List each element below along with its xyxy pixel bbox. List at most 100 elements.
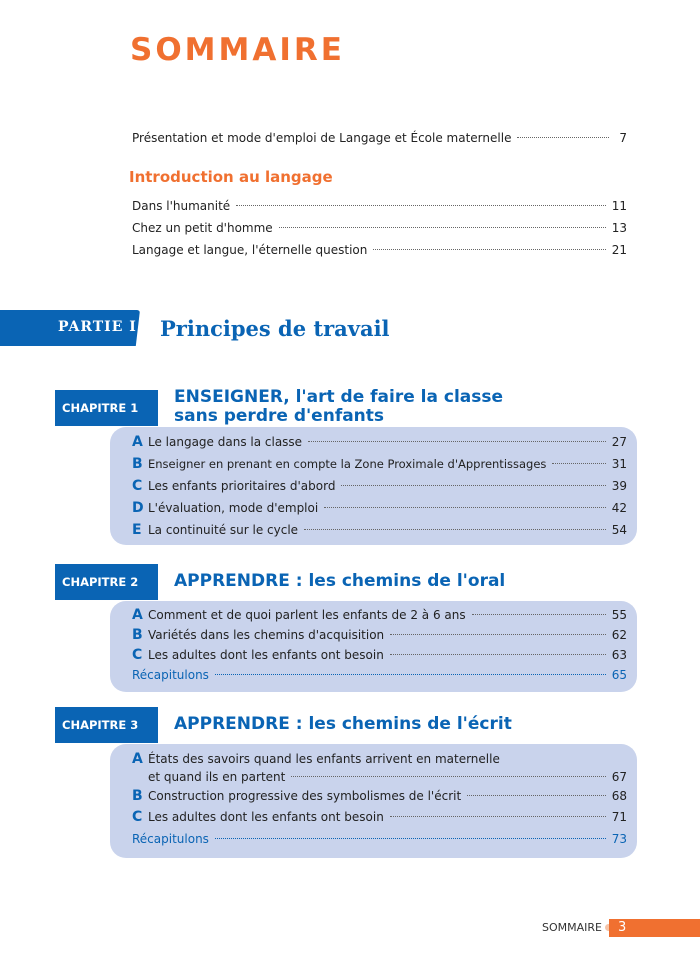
leader-dots (390, 634, 606, 635)
toc-entry[interactable]: B Construction progressive des symbolisme… (132, 786, 627, 807)
toc-recap[interactable]: Récapitulons 73 (132, 828, 627, 850)
entry-letter: B (132, 788, 143, 804)
toc-front: Présentation et mode d'emploi de Langage… (132, 127, 627, 149)
entry-letter: A (132, 607, 143, 623)
toc-entry[interactable]: C Les adultes dont les enfants ont besoin… (132, 645, 627, 665)
entry-text: L'évaluation, mode d'emploi (148, 501, 319, 515)
entry-page: 73 (611, 832, 627, 846)
entry-page: 54 (611, 523, 627, 537)
entry-page: 65 (611, 668, 627, 682)
entry-page: 11 (611, 199, 627, 213)
entry-page: 71 (611, 810, 627, 824)
page-number: 3 (618, 920, 627, 935)
chapter-label: CHAPITRE 1 (55, 390, 158, 426)
entry-text: Construction progressive des symbolismes… (148, 789, 462, 803)
chapter-title-line: ENSEIGNER, l'art de faire la classe (174, 387, 504, 407)
entry-text: Les adultes dont les enfants ont besoin (148, 648, 384, 662)
toc-entry[interactable]: A Comment et de quoi parlent les enfants … (132, 605, 627, 625)
toc-intro: Dans l'humanité 11 Chez un petit d'homme 1… (132, 195, 627, 261)
leader-dots (471, 614, 606, 615)
leader-dots (308, 441, 606, 442)
leader-dots (341, 485, 606, 486)
toc-entry[interactable]: Chez un petit d'homme 13 (132, 217, 627, 239)
toc-entry[interactable]: A Le langage dans la classe 27 (132, 431, 627, 453)
entry-text: Le langage dans la classe (148, 435, 303, 449)
entry-text: Chez un petit d'homme (132, 221, 273, 235)
page-title: SOMMAIRE (130, 32, 345, 68)
entry-letter: A (132, 751, 143, 767)
leader-dots (291, 776, 606, 777)
footer-label: SOMMAIRE (542, 921, 602, 934)
chapter-title: APPRENDRE : les chemins de l'oral (174, 571, 506, 591)
leader-dots (552, 463, 606, 464)
entry-text: La continuité sur le cycle (148, 523, 299, 537)
chapter-title: ENSEIGNER, l'art de faire la classe sans … (174, 388, 503, 426)
footer-band (609, 919, 700, 937)
leader-dots (304, 529, 606, 530)
entry-page: 67 (611, 770, 627, 784)
entry-page: 42 (611, 501, 627, 515)
toc-entry[interactable]: D L'évaluation, mode d'emploi 42 (132, 497, 627, 519)
entry-letter: C (132, 647, 143, 663)
entry-letter: B (132, 456, 143, 472)
leader-dots (389, 654, 606, 655)
chapter-label: CHAPITRE 2 (55, 564, 158, 600)
entry-letter: E (132, 522, 142, 538)
footer-dot (605, 924, 612, 931)
entry-page: 21 (611, 243, 627, 257)
chapter-label: CHAPITRE 3 (55, 707, 158, 743)
toc-entry[interactable]: B Variétés dans les chemins d'acquisition… (132, 625, 627, 645)
entry-text: Récapitulons (132, 668, 209, 682)
toc-entry[interactable]: C Les adultes dont les enfants ont besoin… (132, 807, 627, 828)
leader-dots (214, 838, 606, 839)
toc-recap[interactable]: Récapitulons 65 (132, 665, 627, 685)
entry-page: 39 (611, 479, 627, 493)
toc-entry-line1[interactable]: A États des savoirs quand les enfants arr… (132, 750, 627, 768)
toc-entry[interactable]: B Enseigner en prenant en compte la Zone … (132, 453, 627, 475)
entry-text: Les adultes dont les enfants ont besoin (148, 810, 384, 824)
toc-entry[interactable]: Dans l'humanité 11 (132, 195, 627, 217)
entry-page: 55 (611, 608, 627, 622)
entry-text: Comment et de quoi parlent les enfants d… (148, 608, 466, 622)
entry-text: États des savoirs quand les enfants arri… (148, 752, 500, 766)
section-heading: Introduction au langage (129, 168, 333, 186)
toc-entry[interactable]: E La continuité sur le cycle 54 (132, 519, 627, 541)
entry-letter: D (132, 500, 144, 516)
entry-letter: C (132, 478, 143, 494)
toc-entry[interactable]: C Les enfants prioritaires d'abord 39 (132, 475, 627, 497)
toc-entry[interactable]: et quand ils en partent 67 (132, 768, 627, 786)
entry-page: 63 (611, 648, 627, 662)
leader-dots (236, 205, 606, 206)
entry-letter: C (132, 809, 143, 825)
entry-text: Les enfants prioritaires d'abord (148, 479, 336, 493)
leader-dots (278, 227, 606, 228)
leader-dots (389, 816, 606, 817)
entry-page: 7 (619, 131, 627, 145)
entry-text: Enseigner en prenant en compte la Zone P… (148, 457, 547, 471)
part-label: PARTIE I (58, 319, 137, 335)
entry-text: et quand ils en partent (148, 770, 286, 784)
part-banner (0, 310, 140, 346)
entry-page: 31 (611, 457, 627, 471)
leader-dots (324, 507, 606, 508)
leader-dots (214, 674, 606, 675)
toc-entry[interactable]: Présentation et mode d'emploi de Langage… (132, 127, 627, 149)
entry-page: 62 (611, 628, 627, 642)
entry-page: 13 (611, 221, 627, 235)
entry-letter: A (132, 434, 143, 450)
chapter-box: A Comment et de quoi parlent les enfants … (110, 601, 637, 692)
entry-text: Langage et langue, l'éternelle question (132, 243, 368, 257)
leader-dots (517, 137, 609, 138)
entry-text: Variétés dans les chemins d'acquisition (148, 628, 385, 642)
entry-page: 68 (611, 789, 627, 803)
entry-text: Dans l'humanité (132, 199, 231, 213)
entry-text: Récapitulons (132, 832, 209, 846)
chapter-box: A Le langage dans la classe 27 B Enseigner … (110, 427, 637, 545)
toc-entry[interactable]: Langage et langue, l'éternelle question 2… (132, 239, 627, 261)
part-title: Principes de travail (160, 316, 390, 341)
chapter-title: APPRENDRE : les chemins de l'écrit (174, 714, 512, 734)
leader-dots (467, 795, 606, 796)
chapter-title-line: sans perdre d'enfants (174, 406, 385, 426)
entry-letter: B (132, 627, 143, 643)
